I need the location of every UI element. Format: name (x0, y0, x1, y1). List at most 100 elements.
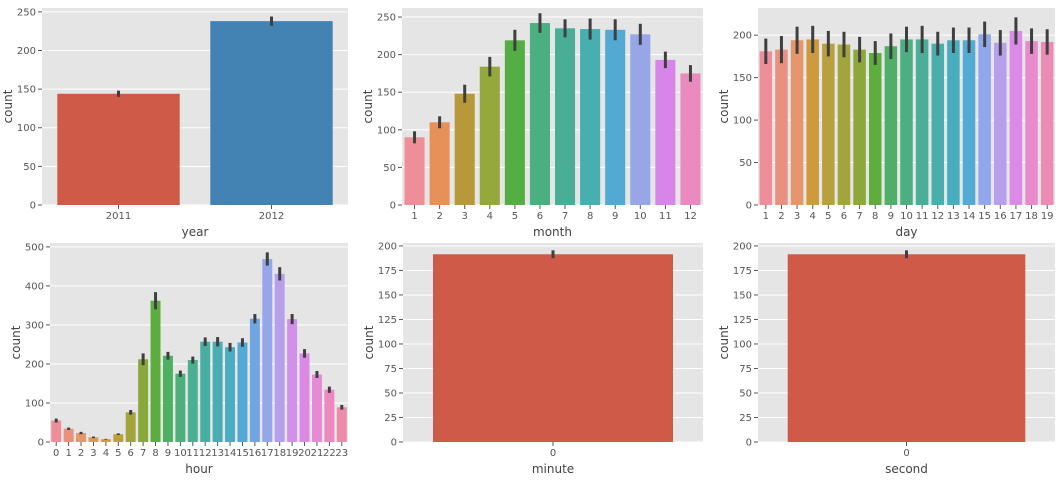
bar-hour-22 (324, 389, 335, 442)
x-tick-label: 14 (963, 211, 976, 222)
x-tick-label: 15 (236, 448, 249, 459)
x-tick-label: 13 (211, 448, 224, 459)
plot-background (402, 8, 703, 205)
y-tick-label: 150 (733, 73, 752, 84)
y-tick-label: 0 (38, 438, 44, 449)
bar-month-9 (605, 29, 626, 205)
y-tick-label: 125 (378, 315, 397, 326)
y-tick-label: 150 (377, 88, 396, 99)
bar-minute-0 (433, 254, 673, 442)
y-axis-label: count (362, 325, 376, 359)
y-tick-label: 400 (25, 281, 44, 292)
x-tick-label: 15 (978, 211, 991, 222)
x-tick-label: 4 (810, 211, 816, 222)
bar-month-1 (404, 137, 425, 205)
y-tick-label: 0 (746, 438, 752, 449)
x-tick-label: 9 (612, 211, 618, 222)
bar-hour-8 (150, 300, 161, 442)
bar-day-4 (806, 39, 819, 205)
x-tick-label: 6 (537, 211, 543, 222)
plot-background (50, 243, 348, 442)
x-tick-label: 6 (841, 211, 847, 222)
bar-day-6 (837, 44, 851, 205)
y-tick-label: 50 (739, 388, 752, 399)
bar-hour-16 (249, 318, 260, 442)
bar-hour-13 (212, 341, 223, 442)
x-axis-label: hour (185, 462, 213, 476)
x-tick-label: 2 (436, 211, 442, 222)
bar-day-12 (931, 43, 945, 206)
bar-month-4 (479, 66, 500, 205)
x-tick-label: 19 (1041, 211, 1054, 222)
x-tick-label: 22 (323, 448, 336, 459)
y-tick-label: 100 (733, 339, 752, 350)
x-tick-label: 2011 (106, 211, 131, 222)
bar-hour-11 (187, 360, 198, 442)
y-tick-label: 100 (17, 123, 36, 134)
x-tick-label: 11 (186, 448, 199, 459)
bar-day-3 (790, 40, 804, 205)
chart-year: 0 50 100 150 200 250 2011 2012 year count (1, 7, 348, 239)
x-tick-label: 12 (684, 211, 697, 222)
bar-day-18 (1025, 41, 1038, 205)
x-tick-label: 8 (152, 448, 158, 459)
bar-hour-7 (138, 359, 149, 442)
x-tick-label: 16 (249, 448, 262, 459)
x-tick-label: 11 (659, 211, 672, 222)
bar-hour-10 (175, 373, 186, 442)
bar-hour-12 (200, 341, 211, 442)
bar-day-7 (853, 49, 866, 205)
bar-second-0 (787, 254, 1026, 442)
x-tick-label: 2 (78, 448, 84, 459)
x-axis-label: minute (532, 462, 574, 476)
bar-hour-5 (113, 434, 124, 442)
bar-day-13 (947, 40, 960, 205)
y-tick-label: 100 (377, 125, 396, 136)
x-tick-label: 10 (900, 211, 913, 222)
x-tick-label: 4 (103, 448, 109, 459)
y-tick-label: 50 (23, 162, 36, 173)
y-tick-label: 200 (25, 359, 44, 370)
x-axis-label: second (885, 462, 928, 476)
bar-day-11 (915, 39, 929, 205)
x-tick-label: 12 (199, 448, 212, 459)
y-tick-label: 250 (377, 13, 396, 24)
x-tick-label: 5 (512, 211, 518, 222)
x-tick-label: 9 (888, 211, 894, 222)
bar-hour-17 (262, 258, 273, 442)
y-tick-label: 200 (733, 241, 752, 252)
y-tick-label: 25 (739, 413, 752, 424)
bar-hour-3 (88, 437, 99, 442)
x-tick-label: 7 (562, 211, 568, 222)
bar-hour-4 (100, 439, 111, 442)
x-tick-label: 3 (462, 211, 468, 222)
bar-month-7 (555, 28, 576, 205)
x-tick-label: 1 (411, 211, 417, 222)
y-tick-label: 300 (25, 320, 44, 331)
bar-year-2011 (57, 93, 180, 205)
y-tick-label: 0 (391, 438, 397, 449)
y-tick-label: 100 (733, 116, 752, 127)
y-tick-label: 150 (733, 290, 752, 301)
y-tick-label: 100 (25, 398, 44, 409)
y-axis-label: count (717, 89, 731, 123)
x-tick-label: 23 (335, 448, 348, 459)
bar-day-15 (978, 34, 991, 206)
y-tick-label: 150 (17, 85, 36, 96)
x-tick-label: 0 (903, 448, 909, 459)
y-tick-label: 175 (733, 266, 752, 277)
bar-month-5 (504, 40, 525, 205)
bar-hour-14 (225, 347, 236, 442)
bar-month-8 (580, 29, 601, 205)
bar-day-17 (1009, 30, 1023, 205)
bar-hour-20 (299, 353, 310, 442)
bar-month-6 (529, 23, 550, 206)
y-tick-label: 200 (378, 241, 397, 252)
bar-hour-19 (287, 319, 298, 442)
y-tick-label: 125 (733, 315, 752, 326)
chart-minute: 0 25 50 75 100 125 150 175 200 0 minute count (362, 241, 703, 476)
x-tick-label: 10 (174, 448, 187, 459)
bar-day-19 (1040, 41, 1054, 206)
x-tick-label: 8 (872, 211, 878, 222)
